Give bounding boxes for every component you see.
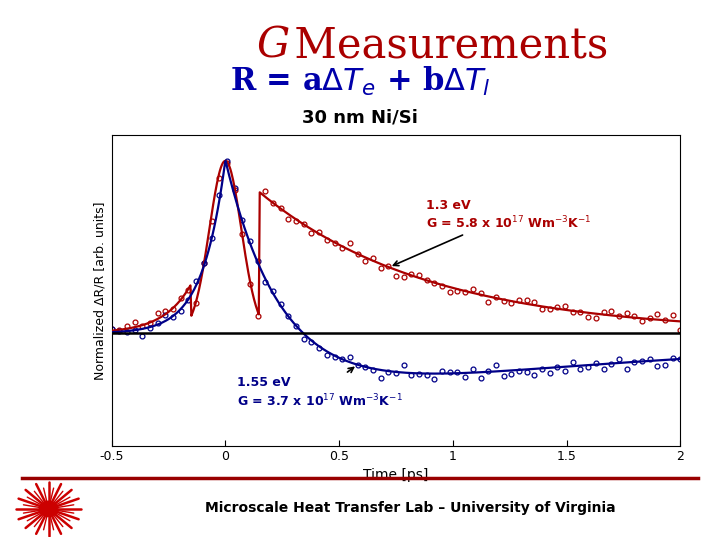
Text: 30 nm Ni/Si: 30 nm Ni/Si <box>302 108 418 126</box>
X-axis label: Time [ps]: Time [ps] <box>364 468 428 482</box>
Text: G: G <box>256 24 289 66</box>
Text: R = a$\Delta T_e$ + b$\Delta T_l$: R = a$\Delta T_e$ + b$\Delta T_l$ <box>230 65 490 98</box>
Text: 1.3 eV
G = 5.8 x 10$^{17}$ Wm$^{-3}$K$^{-1}$: 1.3 eV G = 5.8 x 10$^{17}$ Wm$^{-3}$K$^{… <box>393 199 591 266</box>
Text: Measurements: Measurements <box>281 24 608 66</box>
Text: Microscale Heat Transfer Lab – University of Virginia: Microscale Heat Transfer Lab – Universit… <box>205 501 616 515</box>
Circle shape <box>40 501 58 517</box>
Text: 1.55 eV
G = 3.7 x 10$^{17}$ Wm$^{-3}$K$^{-1}$: 1.55 eV G = 3.7 x 10$^{17}$ Wm$^{-3}$K$^… <box>237 368 402 409</box>
Y-axis label: Normalized ΔR/R [arb. units]: Normalized ΔR/R [arb. units] <box>93 201 106 380</box>
